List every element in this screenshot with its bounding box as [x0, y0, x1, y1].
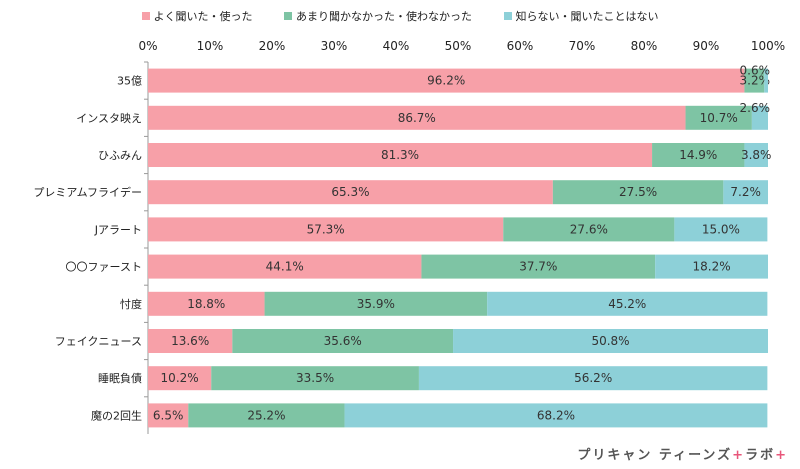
data-label-1-2: 14.9%: [679, 148, 717, 162]
category-label-2: ひふみん: [98, 149, 142, 162]
data-label-2-9: 68.2%: [537, 408, 575, 422]
bar-1-3: [552, 180, 724, 205]
data-label-0-7: 13.6%: [171, 334, 209, 348]
category-label-0: 35億: [117, 75, 142, 88]
bar-1-5: [421, 254, 656, 279]
bar-0-4: [148, 217, 504, 242]
legend-item-rarely: あまり聞かなかった・使わなかった: [284, 8, 472, 24]
brand-suffix: ラボ: [745, 448, 776, 463]
bar-2-0: [764, 68, 768, 93]
data-label-1-9: 25.2%: [247, 408, 285, 422]
bar-2-5: [655, 254, 768, 279]
bar-2-7: [453, 329, 768, 353]
data-label-2-1: 2.6%: [740, 101, 771, 115]
bar-2-4: [674, 217, 768, 242]
bar-0-1: [148, 105, 686, 130]
data-label-2-5: 18.2%: [693, 260, 731, 274]
data-label-2-6: 45.2%: [608, 297, 646, 311]
legend-item-often: よく聞いた・使った: [141, 8, 253, 24]
x-tick-label-6: 60%: [507, 39, 534, 53]
x-tick-label-9: 90%: [693, 39, 720, 53]
category-label-3: プレミアムフライデー: [33, 185, 142, 199]
data-label-0-4: 57.3%: [307, 222, 345, 236]
legend-label-unknown: 知らない・聞いたことはない: [515, 10, 659, 23]
brand-logo: プリキャン ティーンズ+ラボ+: [577, 444, 788, 463]
brand-accent-1: +: [732, 448, 746, 463]
x-tick-label-3: 30%: [321, 39, 348, 53]
bar-1-6: [264, 291, 488, 316]
legend-label-rarely: あまり聞かなかった・使わなかった: [296, 10, 472, 23]
bar-0-8: [148, 366, 212, 391]
data-label-0-6: 18.8%: [187, 297, 225, 311]
category-label-1: インスタ映え: [76, 112, 142, 125]
category-label-9: 魔の2回生: [91, 408, 142, 422]
legend-swatch-often: [141, 12, 150, 20]
data-label-0-1: 86.7%: [398, 111, 436, 125]
data-label-2-8: 56.2%: [574, 371, 612, 385]
data-label-1-8: 33.5%: [296, 371, 334, 385]
data-label-2-2: 3.8%: [741, 148, 772, 162]
legend-item-unknown: 知らない・聞いたことはない: [503, 8, 659, 24]
bar-0-5: [148, 254, 422, 279]
category-label-8: 睡眠負債: [98, 371, 142, 385]
legend-label-often: よく聞いた・使った: [153, 10, 253, 23]
x-tick-label-7: 70%: [569, 39, 596, 53]
bar-2-3: [723, 180, 768, 205]
brand-text: プリキャン ティーンズ: [577, 448, 733, 463]
bar-0-6: [148, 291, 265, 316]
bar-0-0: [148, 68, 745, 93]
x-tick-label-10: 100%: [751, 39, 785, 53]
category-label-5: 〇〇ファースト: [66, 261, 142, 274]
data-label-1-1: 10.7%: [700, 111, 738, 125]
bar-0-9: [148, 403, 189, 428]
x-tick-label-5: 50%: [445, 39, 472, 53]
bar-1-8: [211, 366, 419, 391]
x-tick-label-8: 80%: [631, 39, 658, 53]
bar-2-2: [744, 143, 768, 167]
x-tick-label-4: 40%: [383, 39, 410, 53]
legend: よく聞いた・使った あまり聞かなかった・使わなかった 知らない・聞いたことはない: [0, 8, 800, 24]
bar-1-4: [503, 217, 675, 242]
data-label-1-4: 27.6%: [570, 222, 608, 236]
data-label-0-5: 44.1%: [266, 260, 304, 274]
data-label-1-7: 35.6%: [324, 334, 362, 348]
legend-swatch-rarely: [284, 12, 292, 20]
data-label-0-2: 81.3%: [381, 148, 419, 162]
data-label-1-5: 37.7%: [519, 260, 557, 274]
x-tick-label-0: 0%: [138, 39, 157, 53]
data-label-0-8: 10.2%: [161, 371, 199, 385]
data-label-0-9: 6.5%: [153, 408, 184, 422]
category-label-4: Jアラート: [94, 223, 142, 236]
legend-swatch-unknown: [503, 12, 512, 20]
bar-2-6: [487, 291, 768, 316]
data-label-1-6: 35.9%: [357, 297, 395, 311]
bar-1-9: [188, 403, 345, 428]
data-label-2-7: 50.8%: [591, 334, 629, 348]
data-label-2-3: 7.2%: [730, 185, 761, 199]
data-label-2-4: 15.0%: [702, 222, 740, 236]
bar-1-7: [232, 329, 454, 353]
data-label-0-0: 96.2%: [427, 74, 465, 88]
data-label-1-0: 3.2%: [740, 74, 771, 88]
bar-2-1: [751, 105, 768, 130]
bar-0-7: [148, 329, 233, 353]
data-label-2-0: 0.6%: [740, 64, 771, 78]
category-label-6: 忖度: [120, 297, 142, 311]
data-label-0-3: 65.3%: [331, 185, 369, 199]
bar-0-3: [148, 180, 553, 205]
bar-0-2: [148, 143, 653, 167]
bar-2-9: [344, 403, 768, 428]
data-label-1-3: 27.5%: [619, 185, 657, 199]
x-tick-label-2: 20%: [259, 39, 286, 53]
bar-1-1: [685, 105, 752, 130]
bar-2-8: [418, 366, 768, 391]
x-tick-label-1: 10%: [197, 39, 224, 53]
brand-accent-2: +: [775, 448, 788, 463]
category-label-7: フェイクニュース: [55, 335, 142, 348]
bar-1-2: [652, 143, 745, 167]
bar-1-0: [744, 68, 765, 93]
